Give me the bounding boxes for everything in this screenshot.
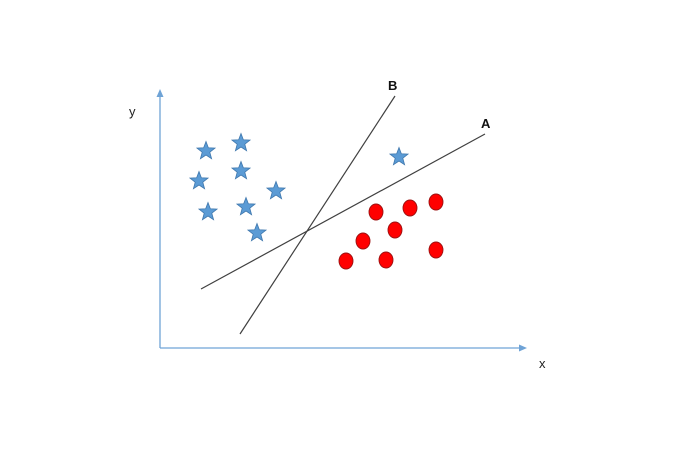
- separator-line-b: [239, 95, 396, 335]
- line-b-label: B: [388, 78, 397, 93]
- separator-line-a: [200, 133, 486, 290]
- axes: y x: [129, 89, 546, 371]
- x-axis-arrow: [519, 344, 527, 352]
- y-axis-label: y: [129, 104, 136, 119]
- star-class-points: [188, 132, 410, 242]
- line-a-label: A: [481, 116, 491, 131]
- circle-point: [355, 232, 371, 250]
- circle-class-points: [338, 193, 444, 270]
- star-icon: [265, 180, 287, 200]
- circle-point: [402, 199, 418, 217]
- circle-point: [378, 251, 394, 269]
- star-icon: [188, 170, 210, 190]
- star-icon: [388, 146, 410, 166]
- star-icon: [197, 201, 219, 221]
- star-icon: [230, 160, 252, 180]
- y-axis-arrow: [156, 89, 164, 97]
- circle-point: [338, 252, 354, 270]
- star-icon: [246, 222, 268, 242]
- x-axis-label: x: [539, 356, 546, 371]
- circle-point: [428, 193, 444, 211]
- star-icon: [195, 140, 217, 160]
- star-icon: [235, 196, 257, 216]
- separating-lines: A B: [200, 78, 491, 335]
- circle-point: [368, 203, 384, 221]
- circle-point: [387, 221, 403, 239]
- circle-point: [428, 241, 444, 259]
- star-icon: [230, 132, 252, 152]
